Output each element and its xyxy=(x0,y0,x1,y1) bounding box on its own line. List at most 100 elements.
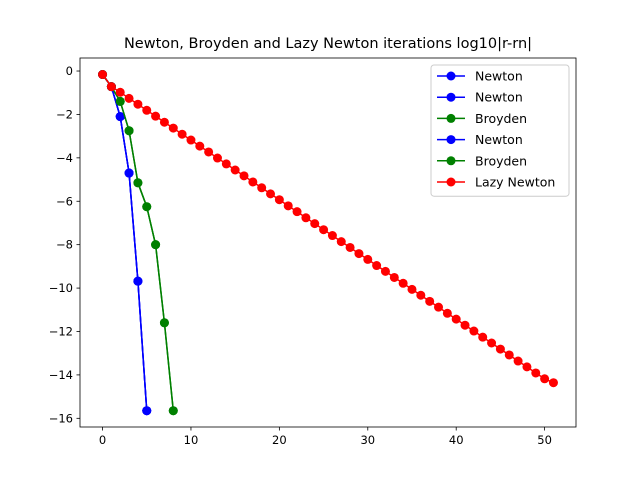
data-point-lazy-newton xyxy=(345,242,355,252)
data-point-broyden xyxy=(142,202,152,212)
data-point-lazy-newton xyxy=(389,272,399,282)
data-point-lazy-newton xyxy=(266,189,276,199)
data-point-lazy-newton xyxy=(124,93,134,103)
data-point-lazy-newton xyxy=(522,362,532,372)
legend-label: Newton xyxy=(475,69,523,84)
data-point-lazy-newton xyxy=(168,123,178,133)
data-point-lazy-newton xyxy=(372,261,382,271)
data-point-lazy-newton xyxy=(283,201,293,211)
legend-label: Broyden xyxy=(475,111,527,126)
data-point-lazy-newton xyxy=(434,302,444,312)
y-tick-label: −8 xyxy=(56,238,73,252)
legend-marker xyxy=(446,71,456,81)
y-tick-label: −4 xyxy=(56,151,73,165)
chart-title: Newton, Broyden and Lazy Newton iteratio… xyxy=(124,36,532,52)
data-point-lazy-newton xyxy=(487,338,497,348)
data-point-lazy-newton xyxy=(310,219,320,229)
data-point-lazy-newton xyxy=(442,308,452,318)
series-line-lazy-newton-5 xyxy=(101,74,554,384)
data-point-broyden xyxy=(124,126,134,136)
data-point-lazy-newton xyxy=(407,284,417,294)
data-point-lazy-newton xyxy=(513,356,523,366)
x-tick-label: 40 xyxy=(449,433,464,447)
x-tick-label: 50 xyxy=(537,433,552,447)
plot-area xyxy=(98,70,558,416)
legend-marker xyxy=(446,156,456,166)
data-point-lazy-newton xyxy=(548,378,558,388)
data-point-lazy-newton xyxy=(319,225,329,235)
legend-label: Lazy Newton xyxy=(475,175,555,190)
data-point-lazy-newton xyxy=(257,183,267,193)
data-point-lazy-newton xyxy=(425,296,435,306)
data-point-lazy-newton xyxy=(327,231,337,241)
data-point-lazy-newton xyxy=(398,278,408,288)
legend-label: Newton xyxy=(475,132,523,147)
data-point-lazy-newton xyxy=(248,177,258,187)
series-line-newton-3 xyxy=(101,74,148,411)
data-point-lazy-newton xyxy=(212,153,222,163)
data-point-lazy-newton xyxy=(531,368,541,378)
axes: 0 10 20 30 40 50 0 −2 −4 −6 −8 −10 −12 −14 −16 xyxy=(49,57,577,447)
data-point-lazy-newton xyxy=(469,326,479,336)
y-tick-label: 0 xyxy=(66,64,73,78)
data-point-lazy-newton xyxy=(115,87,125,97)
data-point-lazy-newton xyxy=(239,171,249,181)
data-point-lazy-newton xyxy=(363,254,373,264)
data-point-lazy-newton xyxy=(416,290,426,300)
legend-label: Newton xyxy=(475,90,523,105)
x-tick-label: 30 xyxy=(360,433,375,447)
legend-marker xyxy=(446,92,456,102)
data-point-lazy-newton xyxy=(292,207,302,217)
legend-label: Broyden xyxy=(475,153,527,168)
data-point-newton xyxy=(124,168,134,178)
y-tick-label: −12 xyxy=(49,324,73,338)
y-tick-label: −2 xyxy=(56,107,73,121)
series-line-newton-1 xyxy=(101,74,148,411)
y-tick-label: −10 xyxy=(49,281,73,295)
axes-frame xyxy=(79,57,577,428)
y-tick-label: −14 xyxy=(49,368,73,382)
data-point-broyden xyxy=(133,178,143,188)
data-point-broyden xyxy=(115,96,125,106)
data-point-lazy-newton xyxy=(354,249,364,259)
x-tick-label: 20 xyxy=(272,433,287,447)
data-point-broyden xyxy=(159,318,169,328)
data-point-broyden xyxy=(151,240,161,250)
data-point-newton xyxy=(142,406,152,416)
data-point-lazy-newton xyxy=(177,129,187,139)
legend-box xyxy=(430,64,570,197)
data-point-lazy-newton xyxy=(221,159,231,169)
data-point-lazy-newton xyxy=(195,141,205,151)
data-point-lazy-newton xyxy=(133,99,143,109)
data-point-lazy-newton xyxy=(274,195,284,205)
data-point-broyden xyxy=(168,406,178,416)
data-point-lazy-newton xyxy=(336,237,346,247)
legend: Newton Newton Broyden Newton Broyden Lazy New… xyxy=(430,64,570,197)
data-point-newton xyxy=(133,276,143,286)
data-point-lazy-newton xyxy=(380,266,390,276)
data-point-lazy-newton xyxy=(106,82,116,92)
legend-marker xyxy=(446,135,456,145)
y-tick-label: −16 xyxy=(49,411,73,425)
legend-marker xyxy=(446,113,456,123)
data-point-lazy-newton xyxy=(159,117,169,127)
data-point-lazy-newton xyxy=(151,111,161,121)
x-tick-label: 0 xyxy=(99,433,106,447)
data-point-lazy-newton xyxy=(451,314,461,324)
data-point-lazy-newton xyxy=(540,374,550,384)
data-point-newton xyxy=(115,112,125,122)
y-tick-label: −6 xyxy=(56,194,73,208)
x-tick-label: 10 xyxy=(184,433,199,447)
data-point-lazy-newton xyxy=(478,332,488,342)
data-point-lazy-newton xyxy=(301,213,311,223)
data-point-lazy-newton xyxy=(495,344,505,354)
data-point-lazy-newton xyxy=(460,320,470,330)
legend-marker xyxy=(446,177,456,187)
data-point-lazy-newton xyxy=(186,135,196,145)
data-point-lazy-newton xyxy=(98,70,108,79)
data-point-lazy-newton xyxy=(230,165,240,175)
data-point-lazy-newton xyxy=(142,105,152,115)
data-point-lazy-newton xyxy=(504,350,514,360)
data-point-lazy-newton xyxy=(204,147,214,157)
